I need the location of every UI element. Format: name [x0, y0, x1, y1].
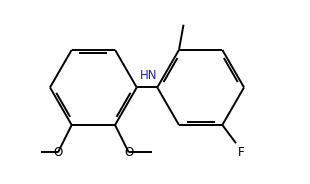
- Text: O: O: [124, 146, 133, 159]
- Text: F: F: [238, 146, 245, 159]
- Text: O: O: [53, 146, 63, 159]
- Text: HN: HN: [140, 69, 157, 82]
